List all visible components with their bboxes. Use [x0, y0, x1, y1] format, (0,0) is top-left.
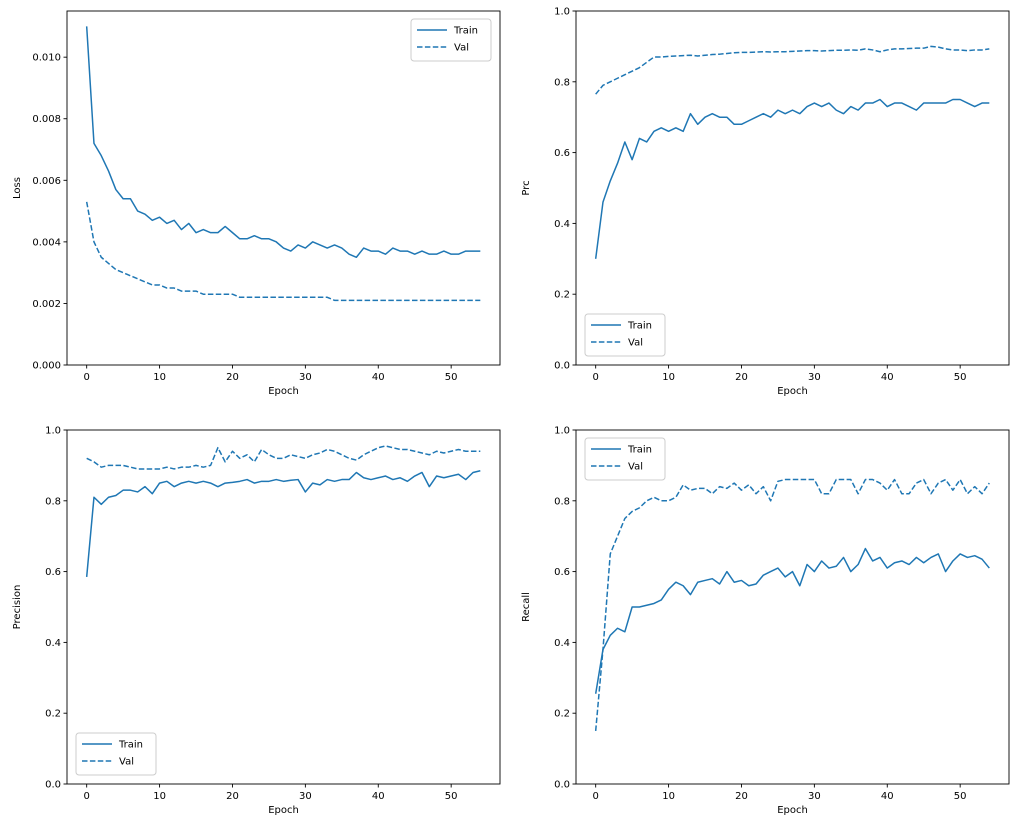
y-tick-label: 0.006: [32, 176, 61, 187]
x-tick-label: 30: [299, 372, 312, 383]
y-tick-label: 0.2: [554, 290, 570, 301]
precision-val-line: [86, 445, 481, 470]
loss-val-line: [85, 201, 481, 302]
y-tick-label: 1.0: [45, 426, 61, 437]
y-tick-label: 0.8: [45, 496, 61, 507]
y-tick-label: 0.0: [554, 780, 570, 791]
recall-chart: 0.0 0.2 0.4 0.6 0.8 1.0 0 10 20 30 40 50 Epoch Recall…: [521, 426, 1010, 816]
y-tick-label: 0.0: [45, 780, 61, 791]
x-tick-label: 10: [662, 372, 675, 383]
precision-chart: 0.0 0.2 0.4 0.6 0.8 1.0 0 10 20 30 40 50 Epoch Precis…: [12, 426, 501, 816]
y-tick-label: 0.0: [554, 361, 570, 372]
loss-train-line: [85, 26, 481, 259]
legend-train-label: Train: [627, 321, 652, 332]
x-tick-label: 40: [372, 372, 385, 383]
recall-ylabel: Recall: [521, 592, 532, 622]
prc-ylabel: Prc: [521, 180, 532, 195]
recall-axes-frame: [575, 429, 1010, 785]
y-tick-label: 0.4: [554, 219, 570, 230]
precision-ylabel: Precision: [12, 585, 23, 630]
recall-train-line: [594, 547, 990, 694]
precision-xlabel: Epoch: [268, 805, 299, 816]
x-tick-label: 50: [954, 372, 967, 383]
legend-train-label: Train: [453, 26, 478, 37]
x-tick-label: 40: [372, 791, 385, 802]
loss-chart: 0.000 0.002 0.004 0.006 0.008 0.010 0 10 20 30 40 5…: [12, 10, 501, 397]
y-tick-label: 0.4: [45, 638, 61, 649]
recall-xlabel: Epoch: [777, 805, 808, 816]
prc-chart: 0.0 0.2 0.4 0.6 0.8 1.0 0 10 20 30 40 50 Epoch Prc Tra…: [521, 7, 1010, 397]
x-tick-label: 10: [153, 791, 166, 802]
legend-train-label: Train: [118, 740, 143, 751]
x-tick-label: 40: [881, 372, 894, 383]
x-tick-label: 50: [445, 791, 458, 802]
y-tick-label: 1.0: [554, 7, 570, 18]
x-tick-label: 0: [83, 372, 89, 383]
x-tick-label: 50: [954, 791, 967, 802]
y-tick-label: 0.2: [554, 709, 570, 720]
prc-legend: [584, 313, 666, 357]
y-tick-label: 0.004: [32, 237, 61, 248]
x-tick-label: 40: [881, 791, 894, 802]
x-tick-label: 10: [153, 372, 166, 383]
x-tick-label: 20: [226, 791, 239, 802]
y-tick-label: 0.8: [554, 77, 570, 88]
y-tick-label: 1.0: [554, 426, 570, 437]
y-tick-label: 0.6: [45, 567, 61, 578]
y-tick-label: 0.008: [32, 114, 61, 125]
prc-val-line: [595, 45, 990, 95]
prc-axes-frame: [575, 10, 1010, 366]
loss-legend: [410, 18, 492, 62]
prc-train-line: [594, 98, 990, 259]
legend-val-label: Val: [628, 338, 643, 349]
x-tick-label: 30: [808, 372, 821, 383]
loss-ylabel: Loss: [12, 177, 23, 199]
precision-train-line: [85, 469, 481, 577]
y-tick-label: 0.8: [554, 496, 570, 507]
loss-xlabel: Epoch: [268, 386, 299, 397]
legend-val-label: Val: [628, 462, 643, 473]
y-tick-label: 0.2: [45, 709, 61, 720]
y-tick-label: 0.000: [32, 361, 61, 372]
y-tick-label: 0.010: [32, 53, 61, 64]
legend-train-label: Train: [627, 445, 652, 456]
x-tick-label: 20: [735, 372, 748, 383]
x-tick-label: 20: [735, 791, 748, 802]
loss-axes-frame: [66, 10, 501, 366]
y-tick-label: 0.6: [554, 148, 570, 159]
x-tick-label: 50: [445, 372, 458, 383]
precision-legend: [75, 732, 157, 776]
x-tick-label: 0: [592, 791, 598, 802]
legend-val-label: Val: [119, 757, 134, 768]
x-tick-label: 30: [808, 791, 821, 802]
prc-xlabel: Epoch: [777, 386, 808, 397]
x-tick-label: 30: [299, 791, 312, 802]
y-tick-label: 0.002: [32, 299, 61, 310]
precision-axes-frame: [66, 429, 501, 785]
recall-legend: [584, 437, 666, 481]
x-tick-label: 0: [592, 372, 598, 383]
y-tick-label: 0.6: [554, 567, 570, 578]
x-tick-label: 20: [226, 372, 239, 383]
y-tick-label: 0.4: [554, 638, 570, 649]
recall-val-line: [594, 478, 990, 731]
x-tick-label: 0: [83, 791, 89, 802]
legend-val-label: Val: [454, 43, 469, 54]
x-tick-label: 10: [662, 791, 675, 802]
